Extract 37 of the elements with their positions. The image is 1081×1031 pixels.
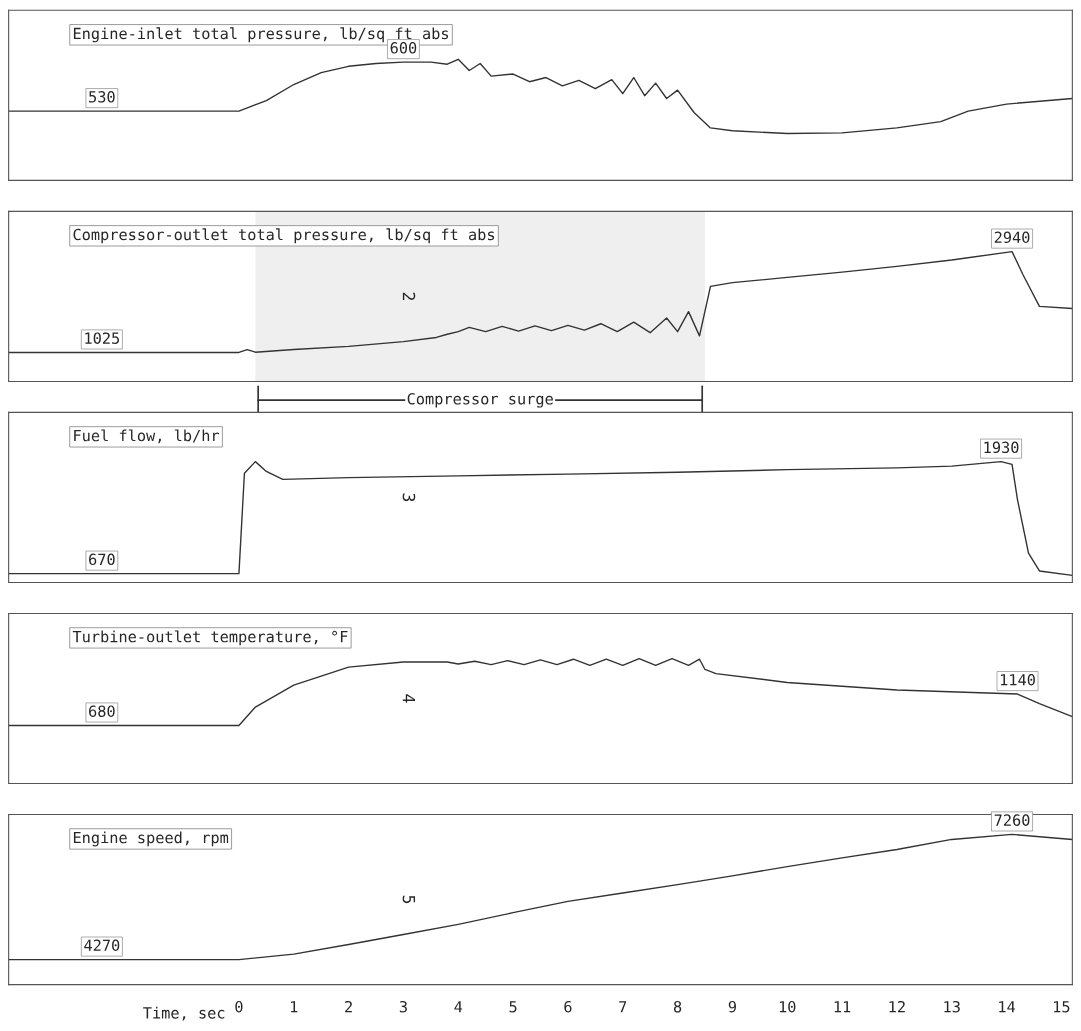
x-tick-label: 3 — [399, 1000, 407, 1013]
data-label: 4270 — [84, 939, 120, 952]
data-label: 670 — [89, 553, 115, 566]
x-tick-label: 0 — [235, 1000, 243, 1013]
x-tick-label: 8 — [673, 1000, 682, 1013]
annotation: 5 — [402, 895, 416, 904]
text: Engine speed, rpm — [73, 831, 229, 847]
data-label: 680 — [89, 705, 115, 717]
x-tick-label: 4 — [454, 1001, 463, 1013]
data-label: 1025 — [85, 332, 120, 344]
text: Engine-inlet total pressure, lb/sq ft abs — [73, 27, 449, 43]
x-tick-label: 11 — [834, 1001, 851, 1013]
band-label: Compressor surge — [407, 392, 553, 408]
x-tick-label: 6 — [564, 1000, 572, 1013]
x-axis-title: Time, sec — [143, 1006, 225, 1021]
annotation: 3 — [402, 493, 416, 502]
data-label: 600 — [390, 42, 417, 54]
text: Fuel flow, lb/hr — [74, 429, 220, 444]
data-label: 1930 — [984, 441, 1019, 454]
annotation: 4 — [402, 694, 416, 703]
annotation: 2 — [402, 292, 416, 301]
text: Compressor-outlet total pressure, lb/sq ft abs — [73, 228, 495, 244]
text: Turbine-outlet temperature, °F — [72, 630, 348, 646]
x-tick-label: 13 — [944, 1000, 960, 1013]
data-label: 2940 — [994, 231, 1030, 244]
data-label: 530 — [89, 91, 115, 103]
x-tick-label: 14 — [999, 1001, 1016, 1013]
x-tick-label: 12 — [889, 1000, 905, 1013]
x-tick-label: 7 — [619, 1001, 627, 1013]
x-tick-label: 10 — [779, 1000, 796, 1013]
x-tick-label: 15 — [1054, 1001, 1070, 1013]
data-label: 7260 — [994, 814, 1030, 826]
x-tick-label: 2 — [345, 1000, 352, 1013]
x-tick-label: 1 — [291, 1001, 298, 1013]
x-tick-label: 9 — [728, 1000, 736, 1013]
data-label: 1140 — [1000, 673, 1035, 686]
x-tick-label: 5 — [509, 1001, 517, 1013]
